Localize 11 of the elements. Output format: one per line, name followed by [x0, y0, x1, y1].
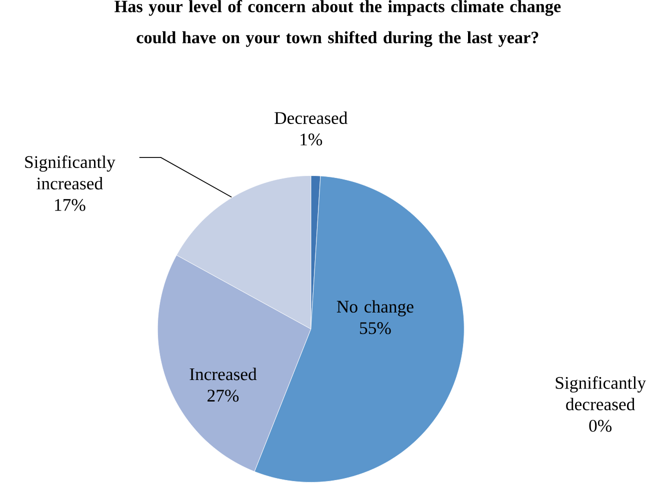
- text: 0%: [589, 420, 612, 432]
- slice-label: Significantly increased: [25, 156, 116, 190]
- category-label: Significantly decreased: [556, 376, 646, 411]
- chart-title: Has your level of concern about the impacts climate change could have on your town shifted during the last year?: [114, 0, 561, 48]
- slice-label: Decreased: [274, 112, 348, 124]
- data-label: 55%: [360, 322, 391, 334]
- data-label: 1%: [300, 134, 322, 146]
- data-label: 17%: [55, 199, 86, 212]
- data-label: 27%: [208, 390, 239, 402]
- slice-label: No change: [336, 300, 414, 317]
- slice-label: Increased: [190, 368, 257, 380]
